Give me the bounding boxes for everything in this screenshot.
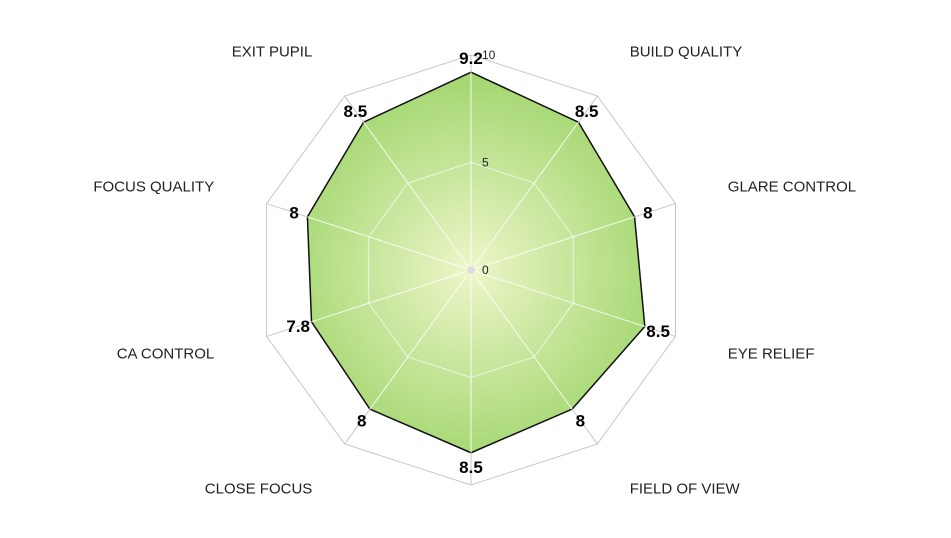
spoke-outer-field-of-view — [571, 408, 598, 445]
spoke-outer-build-quality — [578, 95, 598, 123]
axis-label-focus-quality: FOCUS QUALITY — [93, 179, 214, 196]
value-label-close-focus: 8 — [357, 411, 366, 430]
tick-label-10: 10 — [482, 48, 496, 62]
value-label-ca-control: 7.8 — [286, 317, 310, 336]
value-label-glare-control: 8 — [643, 204, 652, 223]
axis-label-ca-control: CA CONTROL — [117, 345, 215, 362]
axis-label-glare-control: GLARE CONTROL — [728, 179, 856, 196]
spoke-focus-quality — [307, 216, 472, 271]
value-label-exit-pupil: 8.5 — [344, 102, 368, 121]
spoke-eye-relief — [470, 269, 645, 327]
center-marker — [467, 266, 475, 274]
value-label-build-quality: 8.5 — [575, 102, 599, 121]
spoke-build-quality — [470, 121, 579, 271]
spoke-outer-ca-control — [266, 321, 312, 337]
spoke-outer-focus-quality — [266, 203, 308, 218]
axis-label-build-quality: BUILD QUALITY — [630, 44, 743, 61]
spoke-field-of-view — [470, 269, 573, 410]
spoke-outer-glare-control — [634, 203, 676, 218]
spoke-ca-control — [311, 269, 472, 323]
axis-label-eye-relief: EYE RELIEF — [728, 345, 815, 362]
value-label-weight: 9.2 — [459, 49, 483, 68]
axis-label-exit-pupil: EXIT PUPIL — [232, 44, 313, 61]
spoke-outer-eye-relief — [644, 325, 676, 337]
value-labels: 9.2 8.5 8 8.5 8 8.5 8 7.8 8 8.5 — [286, 49, 670, 477]
value-label-focus-quality: 8 — [289, 204, 298, 223]
tick-label-0: 0 — [482, 263, 489, 277]
spoke-close-focus — [369, 269, 472, 410]
axis-label-field-of-view: FIELD OF VIEW — [630, 480, 741, 497]
value-label-colour-transmission: 8.5 — [459, 458, 483, 477]
spoke-outer-exit-pupil — [344, 95, 364, 123]
value-label-eye-relief: 8.5 — [646, 322, 670, 341]
grid-ring-mid — [368, 161, 574, 379]
radar-spokes — [266, 55, 676, 485]
axis-label-close-focus: CLOSE FOCUS — [205, 480, 313, 497]
tick-label-5: 5 — [482, 156, 489, 170]
value-label-field-of-view: 8 — [576, 411, 585, 430]
tick-labels: 0 5 10 — [482, 48, 496, 277]
spoke-outer-close-focus — [344, 408, 371, 445]
spoke-exit-pupil — [363, 121, 472, 271]
spoke-glare-control — [470, 216, 635, 271]
